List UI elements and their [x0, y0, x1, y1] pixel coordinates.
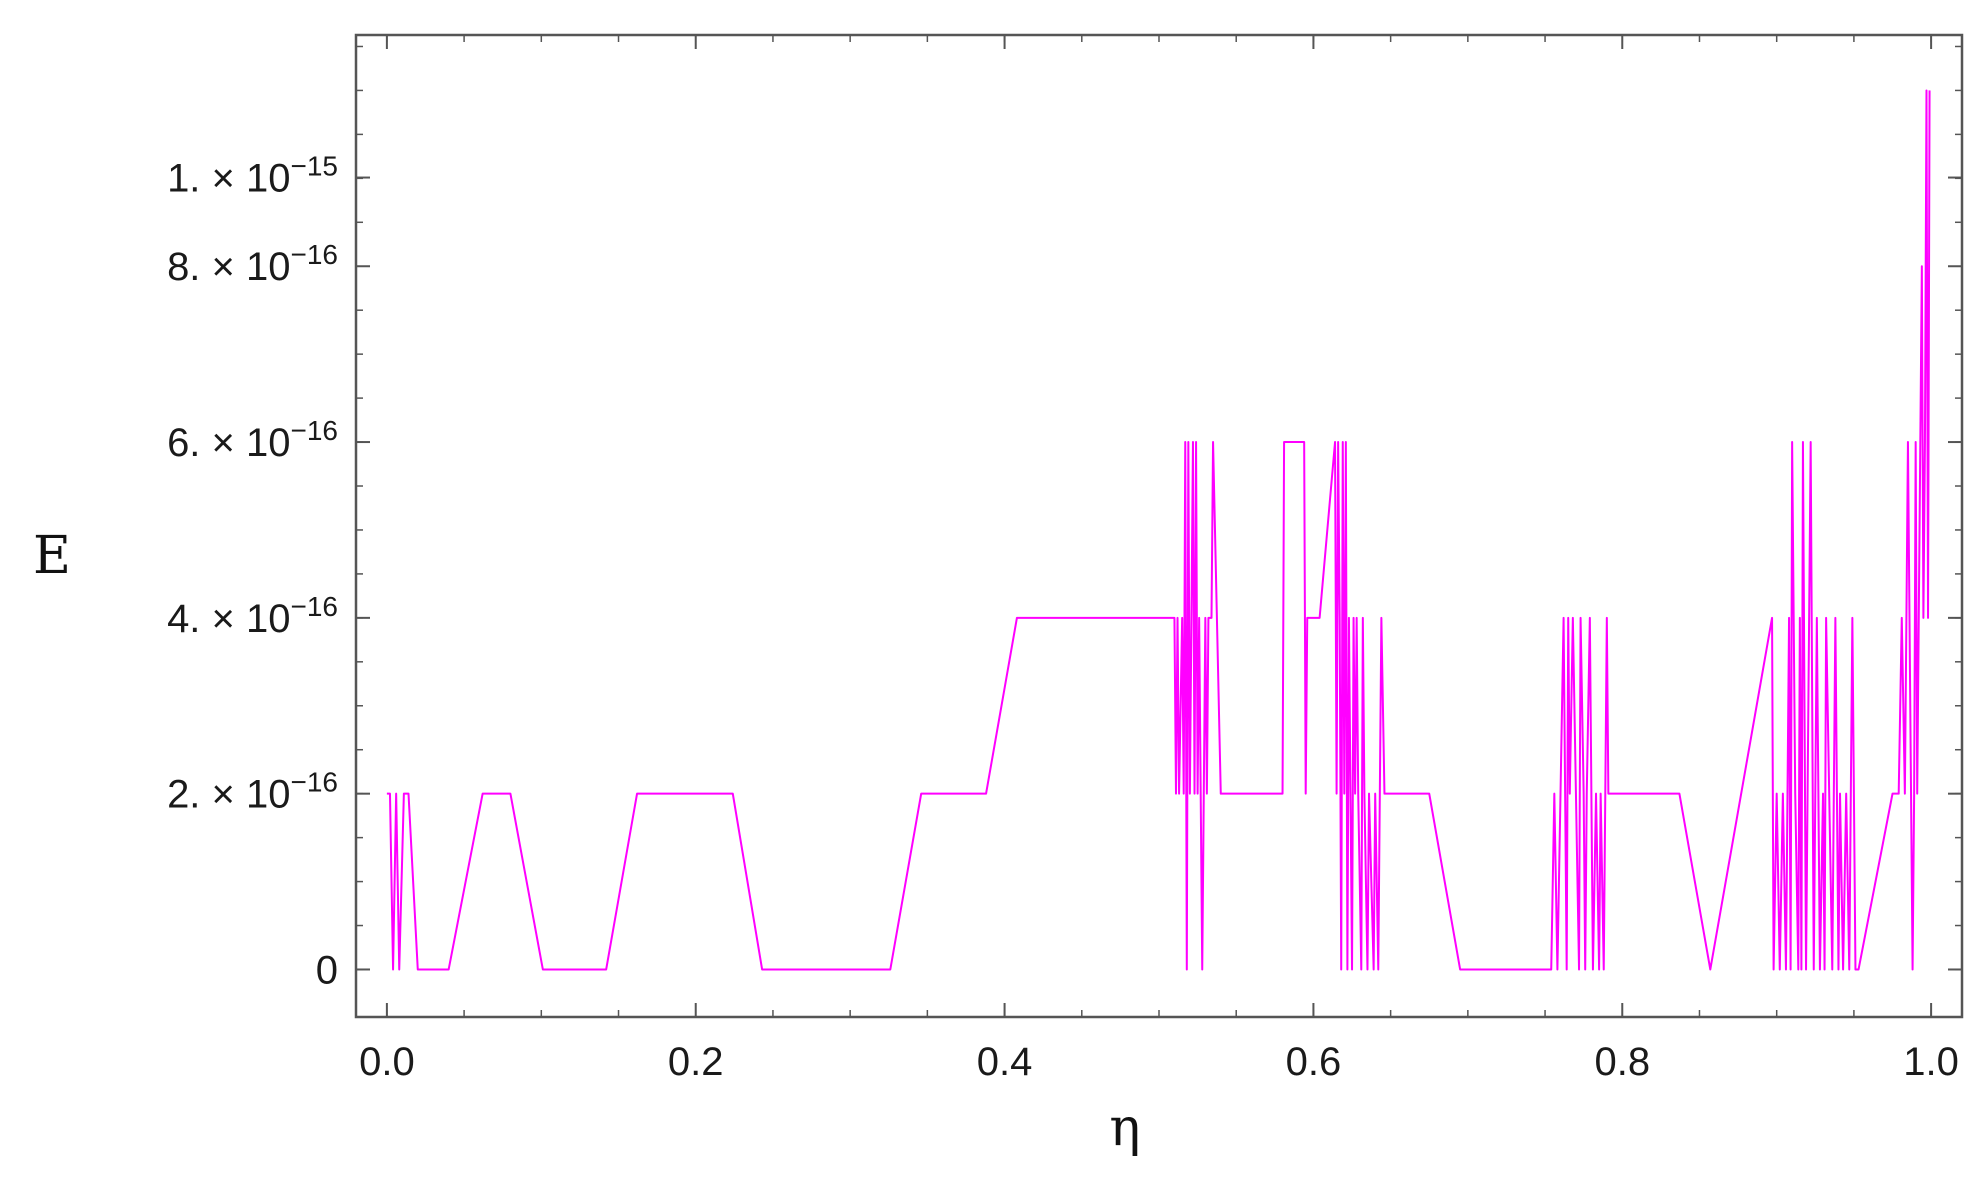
y-tick-label: 8. × 10−16: [167, 239, 338, 289]
x-axis-title: η: [1109, 1098, 1140, 1158]
y-tick-label-exponent: −16: [291, 767, 339, 798]
x-axis-ticks: 0.0 0.2 0.4 0.6 0.8 1.0: [359, 35, 1959, 1084]
series-layer: [386, 89, 1931, 971]
y-tick-label-base: 6. × 10: [167, 421, 290, 465]
y-tick-label-base: 1. × 10: [167, 157, 290, 201]
y-tick-label: 2. × 10−16: [167, 767, 338, 817]
y-tick-label-exponent: −16: [291, 239, 339, 270]
y-tick-label: 0: [316, 948, 338, 992]
y-tick-label: 6. × 10−16: [167, 415, 338, 465]
y-tick-label-base: 2. × 10: [167, 773, 290, 817]
x-tick-label: 0.6: [1286, 1040, 1342, 1084]
x-tick-label: 0.8: [1594, 1040, 1650, 1084]
x-tick-label: 0.4: [977, 1040, 1033, 1084]
y-axis-title: E: [33, 526, 71, 586]
series-line-0: [386, 89, 1931, 971]
plot-frame: [354, 33, 1964, 1019]
x-tick-label: 0.0: [359, 1040, 415, 1084]
x-tick-label: 1.0: [1903, 1040, 1959, 1084]
x-tick-label: 0.2: [668, 1040, 724, 1084]
y-tick-label-base: 8. × 10: [167, 245, 290, 289]
y-tick-label-exponent: −16: [291, 591, 339, 622]
y-tick-label-exponent: −16: [291, 415, 339, 446]
y-tick-label-exponent: −15: [291, 151, 339, 182]
y-axis-ticks: 02. × 10−164. × 10−166. × 10−168. × 10−1…: [167, 45, 1962, 992]
y-tick-label: 1. × 10−15: [167, 151, 338, 201]
y-tick-label: 4. × 10−16: [167, 591, 338, 641]
y-tick-label-base: 4. × 10: [167, 597, 290, 641]
